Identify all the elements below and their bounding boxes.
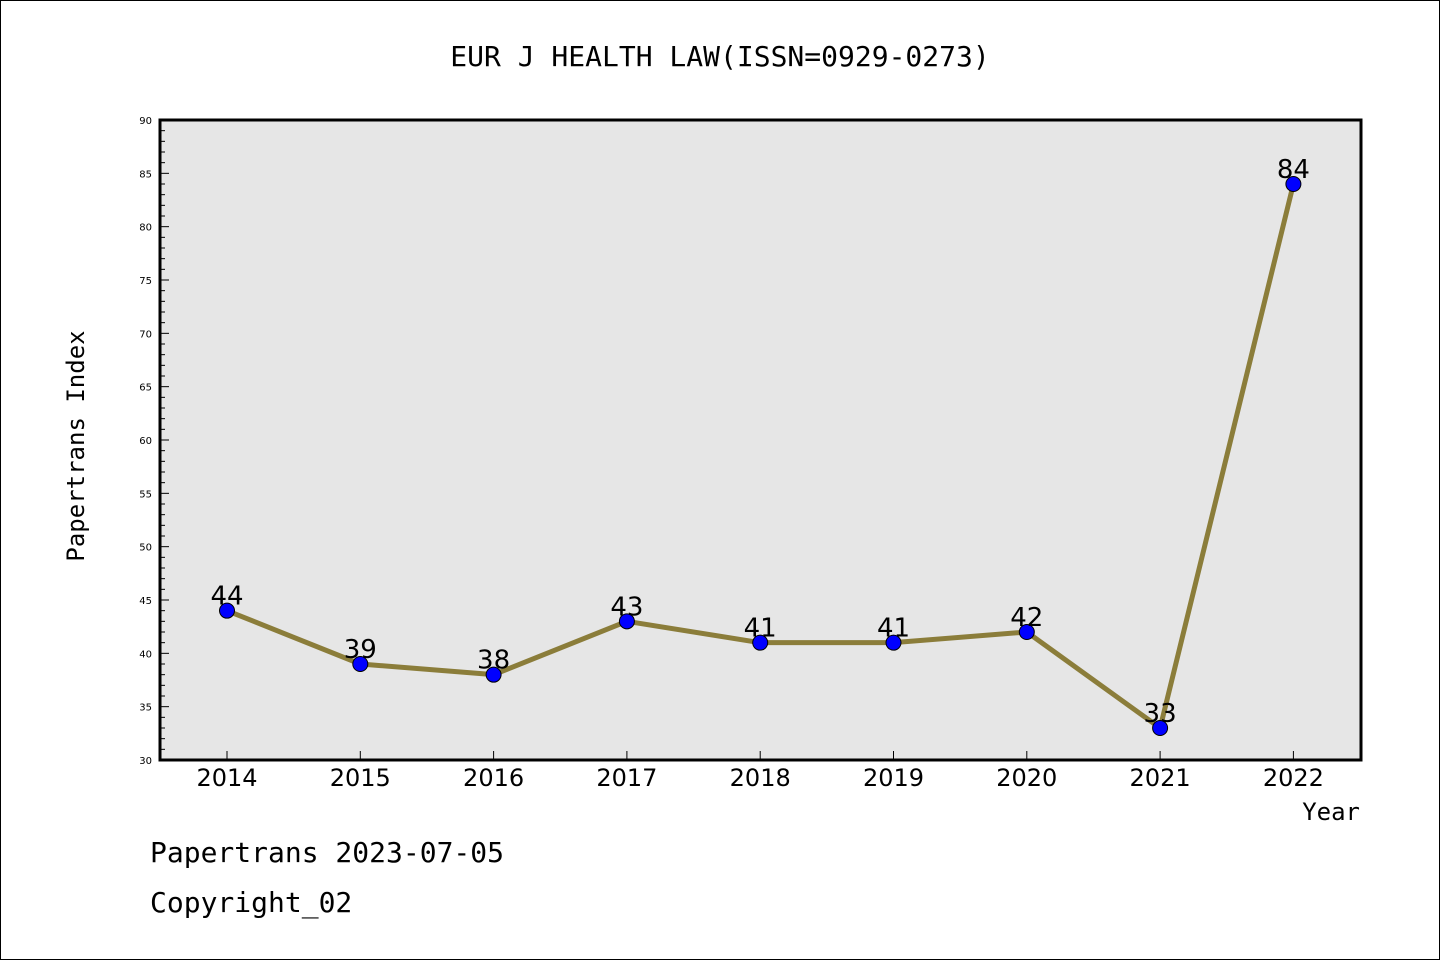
data-point: [618, 613, 635, 630]
x-tick-label: 2017: [596, 764, 657, 792]
y-tick-label: 65: [139, 383, 152, 394]
data-label: 41: [877, 614, 910, 644]
x-tick-label: 2016: [463, 764, 524, 792]
data-label: 39: [344, 635, 377, 665]
x-tick-label: 2019: [863, 764, 924, 792]
data-point: [352, 656, 369, 672]
plot-area: [158, 118, 1363, 762]
x-tick-label: 2014: [196, 764, 257, 792]
series-group: 44 39 38 43 41 41 42 33 84: [210, 155, 1310, 736]
y-tick-label: 40: [139, 649, 152, 660]
data-label: 43: [610, 592, 643, 622]
data-point: [885, 634, 902, 651]
y-tick-label: 90: [139, 116, 152, 127]
data-point: [1018, 624, 1035, 640]
data-point: [1285, 176, 1302, 192]
data-point: [1152, 720, 1169, 736]
data-label: 42: [1010, 603, 1043, 633]
y-tick-label: 80: [139, 223, 152, 234]
x-tick-label: 2015: [330, 764, 391, 792]
y-tick-label: 85: [139, 169, 152, 180]
y-tick-label: 70: [139, 329, 152, 340]
x-tick-label: 2021: [1130, 764, 1191, 792]
y-tick-label: 50: [139, 543, 152, 554]
data-label: 38: [477, 646, 510, 676]
data-point: [219, 602, 235, 619]
y-axis-label: Papertrans Index: [62, 330, 90, 561]
x-axis-label: Year: [1302, 798, 1360, 826]
chart-title: EUR J HEALTH LAW(ISSN=0929-0273): [450, 40, 989, 73]
footer-copyright-label: Copyright_02: [150, 886, 353, 919]
y-tick-label: 60: [139, 436, 152, 447]
data-label: 84: [1277, 155, 1310, 185]
data-label: 44: [210, 582, 243, 612]
y-tick-label: 75: [139, 276, 152, 287]
data-point: [752, 634, 769, 651]
y-axis-ticks: 30 35 40 45 50 55 60 65 70 75 80 85 90: [139, 116, 169, 767]
y-tick-label: 30: [139, 756, 152, 767]
x-tick-label: 2018: [730, 764, 791, 792]
y-tick-label: 55: [139, 489, 152, 500]
y-tick-label: 35: [139, 703, 152, 714]
x-tick-label: 2020: [996, 764, 1057, 792]
data-label: 33: [1144, 699, 1177, 729]
footer-date-label: Papertrans 2023-07-05: [150, 836, 505, 869]
x-tick-label: 2022: [1263, 764, 1324, 792]
data-point: [485, 666, 502, 683]
y-tick-label: 45: [139, 596, 152, 607]
data-label: 41: [744, 614, 777, 644]
x-axis-ticks: 2014 2015 2016 2017 2018 2019 2020 2021 2022: [196, 751, 1324, 792]
